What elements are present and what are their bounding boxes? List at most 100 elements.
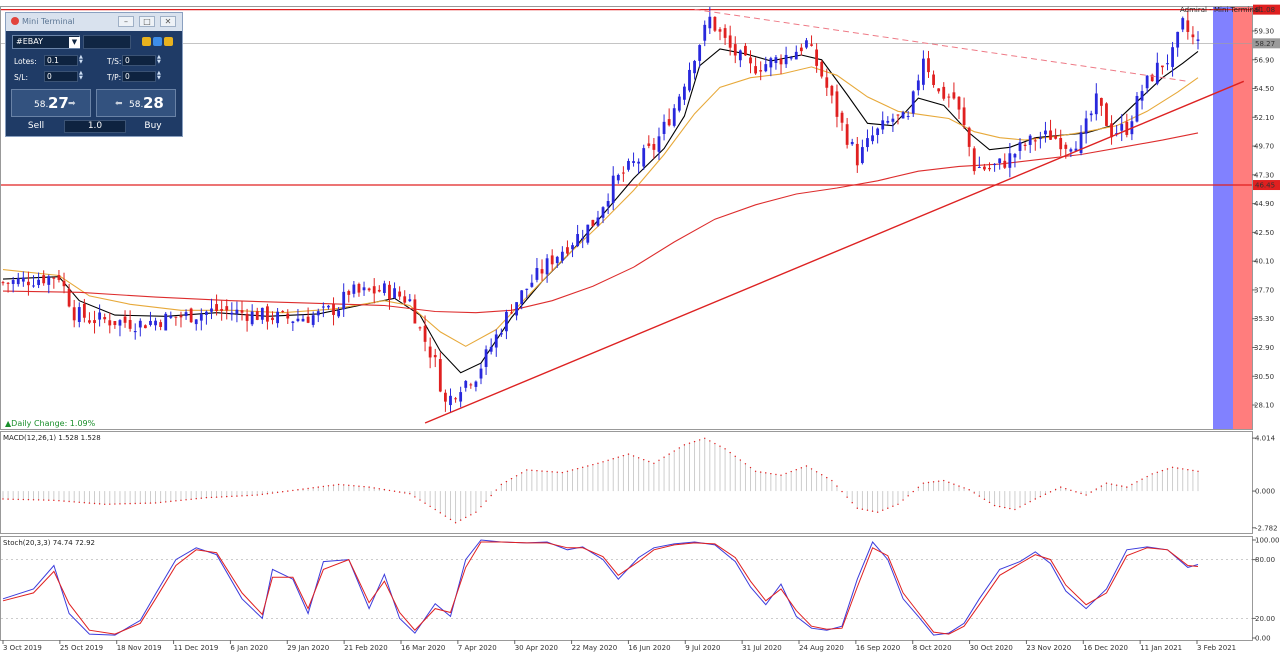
candle-body — [189, 308, 193, 323]
macd-signal-dot — [582, 466, 584, 469]
macd-signal-dot — [1004, 506, 1006, 509]
candle-body — [464, 380, 468, 388]
macd-signal-dot — [805, 465, 808, 467]
candle-body — [250, 311, 254, 325]
candle-body — [616, 175, 620, 181]
tp-input[interactable]: 0 — [122, 71, 156, 82]
candle-body — [281, 311, 285, 313]
candle-body — [835, 91, 839, 117]
candle-body — [67, 288, 71, 307]
ts-input[interactable]: 0 — [122, 55, 156, 66]
close-icon[interactable]: ✕ — [160, 16, 176, 27]
maximize-icon[interactable]: □ — [139, 16, 155, 27]
current-price-tag — [1253, 38, 1280, 49]
macd-signal-dot — [958, 485, 960, 487]
terminal-titlebar[interactable]: Mini Terminal – □ ✕ — [6, 13, 182, 31]
date-axis-label: 11 Jan 2021 — [1140, 644, 1182, 652]
lock-icon[interactable] — [142, 37, 151, 46]
macd-signal-dot — [378, 488, 380, 490]
candle-body — [703, 24, 707, 41]
candle-body — [1105, 103, 1108, 126]
macd-signal-dot — [327, 485, 330, 487]
plus-icon[interactable] — [164, 37, 173, 46]
macd-signal-dot — [358, 485, 360, 487]
candle-body — [327, 305, 330, 308]
macd-signal-dot — [1024, 503, 1026, 505]
candle-body — [174, 316, 178, 318]
candle-body — [347, 291, 351, 295]
macd-signal-dot — [343, 484, 345, 486]
sl-spinner-icon[interactable]: ▲ ▼ — [79, 70, 83, 81]
macd-panel-border — [0, 431, 1253, 534]
macd-signal-dot — [887, 507, 889, 509]
macd-signal-dot — [159, 501, 162, 504]
candle-body — [408, 299, 412, 302]
candle-body — [128, 319, 132, 329]
candle-body — [321, 306, 325, 308]
macd-signal-dot — [1136, 481, 1138, 483]
sl-input[interactable]: 0 — [44, 71, 78, 82]
macd-signal-dot — [88, 502, 91, 504]
tp-spinner-icon[interactable]: ▲ ▼ — [157, 70, 161, 81]
stoch-panel-border — [0, 536, 1253, 641]
lots-input[interactable]: 0.1 — [44, 55, 78, 66]
sell-button[interactable]: Sell — [27, 121, 45, 131]
price-axis-label: 32.90 — [1254, 344, 1274, 352]
candle-body — [113, 321, 117, 326]
date-axis-label: 30 Apr 2020 — [515, 644, 558, 652]
candle-body — [154, 320, 157, 326]
buy-price-button[interactable]: ⬅ 58. 28 — [96, 89, 176, 117]
candle-body — [133, 331, 137, 333]
lots-spinner-icon[interactable]: ▲ ▼ — [79, 54, 83, 65]
macd-signal-dot — [912, 490, 914, 493]
symbol-select[interactable]: #EBAY ▼ — [12, 35, 80, 49]
candle-body — [357, 283, 361, 293]
mini-terminal-panel[interactable]: Mini Terminal – □ ✕ #EBAY ▼ Lotes: 0.1 ▲… — [5, 12, 183, 137]
macd-signal-dot — [485, 500, 487, 502]
macd-signal-dot — [261, 493, 264, 496]
candle-body — [876, 128, 880, 136]
ts-spinner-icon[interactable]: ▲ ▼ — [157, 54, 161, 65]
minimize-icon[interactable]: – — [118, 16, 134, 27]
candle-body — [1166, 63, 1169, 65]
macd-signal-dot — [704, 437, 706, 439]
date-axis-label: 16 Sep 2020 — [856, 644, 900, 652]
macd-signal-dot — [821, 474, 823, 476]
support-price-tag — [1253, 180, 1280, 191]
candle-body — [77, 307, 81, 322]
candle-body — [596, 217, 600, 226]
macd-signal-dot — [307, 487, 309, 490]
date-axis-label: 25 Oct 2019 — [60, 644, 103, 652]
candle-body — [1115, 133, 1119, 134]
macd-signal-dot — [693, 440, 696, 443]
candle-body — [927, 58, 930, 73]
candle-body — [479, 368, 483, 379]
candle-body — [998, 158, 1002, 164]
macd-signal-dot — [775, 473, 777, 476]
candle-body — [164, 313, 168, 331]
macd-signal-dot — [831, 479, 833, 482]
candle-body — [382, 283, 386, 293]
candle-body — [489, 346, 493, 352]
candle-body — [515, 302, 518, 316]
chevron-down-icon[interactable]: ▼ — [69, 37, 80, 48]
main-panel-border — [0, 6, 1253, 430]
candle-body — [789, 57, 793, 59]
macd-signal-dot — [37, 499, 40, 501]
macd-signal-dot — [210, 496, 213, 499]
candle-body — [815, 49, 819, 66]
macd-axis-label: 4.014 — [1255, 435, 1276, 443]
sell-price-button[interactable]: 58. 27 ➡ — [11, 89, 91, 117]
candle-body — [372, 286, 376, 294]
candle-body — [72, 307, 76, 321]
candle-body — [1191, 34, 1195, 38]
candle-body — [1049, 130, 1052, 140]
volume-input[interactable]: 1.0 — [64, 120, 126, 133]
macd-signal-dot — [1085, 494, 1087, 496]
candle-body — [32, 285, 35, 287]
sl-label: S/L: — [14, 73, 28, 82]
settings-icon[interactable] — [153, 37, 162, 46]
buy-button[interactable]: Buy — [144, 121, 162, 131]
buy-price-small: 58. — [129, 100, 144, 110]
